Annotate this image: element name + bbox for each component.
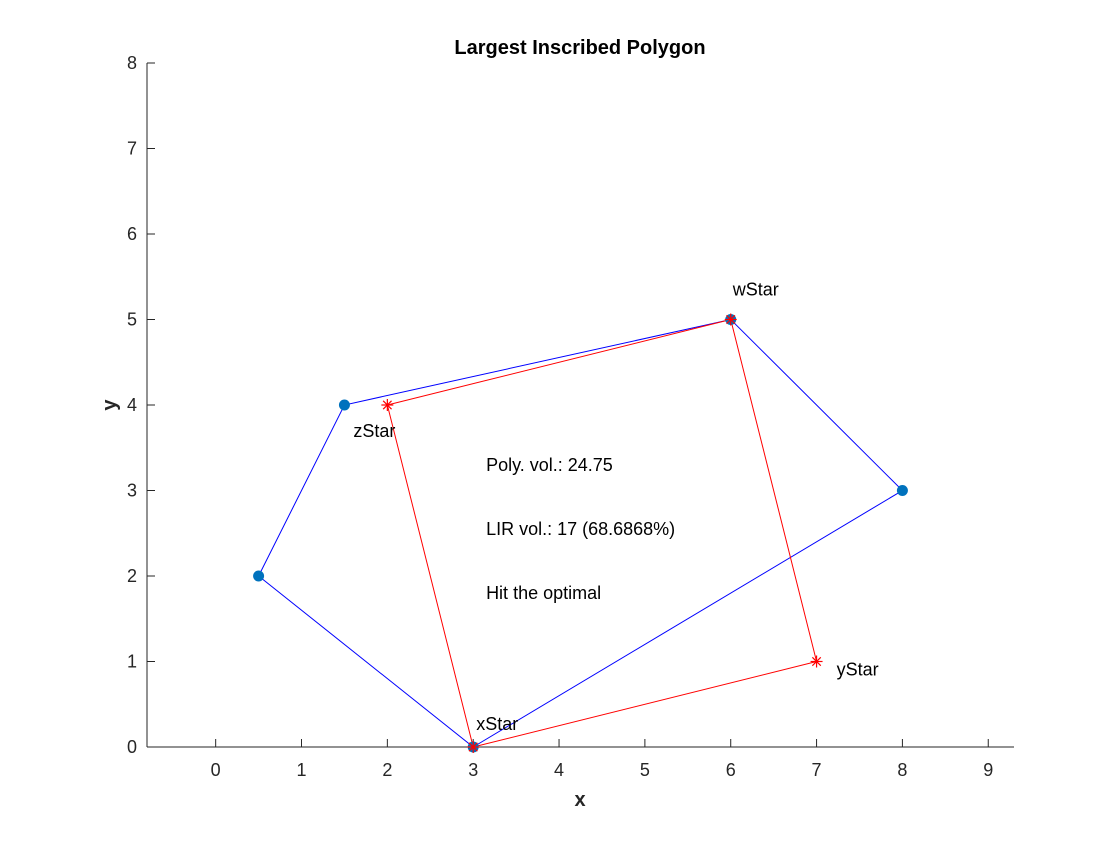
y-tick-label: 2 [127, 566, 137, 586]
y-tick-label: 7 [127, 139, 137, 159]
polygon-vertices-line [257, 318, 904, 748]
polygon-vertex-marker [338, 399, 350, 411]
inscribed-vertex-marker [381, 399, 394, 411]
point-label-ystar: yStar [837, 660, 879, 680]
y-tick-label: 1 [127, 652, 137, 672]
y-tick-label: 6 [127, 224, 137, 244]
asterisk-stroke [811, 656, 822, 667]
x-axis-label: x [574, 789, 585, 811]
inscribed-vertex-marker [810, 655, 823, 668]
point-label-xstar: xStar [476, 714, 518, 734]
plot-area: wStar zStar yStar xStar Poly. vol.: 24.75 LIR… [253, 280, 908, 753]
asterisk-stroke [726, 314, 736, 325]
axes: 0 1 2 3 4 5 6 7 8 9 0 1 2 3 4 5 6 7 8 [127, 53, 1014, 780]
x-tick-label: 7 [812, 760, 822, 780]
y-axis-label: y [99, 399, 121, 411]
asterisk-stroke [468, 742, 478, 752]
x-tick-label: 4 [554, 760, 564, 780]
point-label-wstar: wStar [732, 280, 779, 300]
inscribed-vertex-marker [724, 313, 737, 326]
y-tick-label: 4 [127, 395, 137, 415]
annotation-1: Poly. vol.: 24.75 [486, 455, 613, 475]
y-tick-label: 5 [127, 310, 137, 330]
annotation-2: LIR vol.: 17 (68.6868%) [486, 519, 675, 539]
asterisk-stroke [382, 400, 392, 410]
polygon-vertex-marker [253, 570, 265, 582]
chart-title: Largest Inscribed Polygon [454, 37, 705, 59]
x-tick-label: 6 [726, 760, 736, 780]
polygon-vertex-marker [896, 485, 908, 496]
annotation-3: Hit the optimal [486, 583, 601, 603]
point-label-zstar: zStar [353, 421, 395, 441]
y-tick-label: 8 [127, 53, 137, 73]
x-tick-label: 3 [468, 760, 478, 780]
x-tick-label: 5 [640, 760, 650, 780]
x-tick-label: 8 [897, 760, 907, 780]
y-tick-label: 3 [127, 481, 137, 501]
x-tick-label: 2 [382, 760, 392, 780]
y-tick-label: 0 [127, 737, 137, 757]
x-tick-label: 9 [983, 760, 993, 780]
inscribed-vertex-marker [467, 741, 480, 753]
x-tick-label: 0 [211, 760, 221, 780]
x-tick-label: 1 [297, 760, 307, 780]
